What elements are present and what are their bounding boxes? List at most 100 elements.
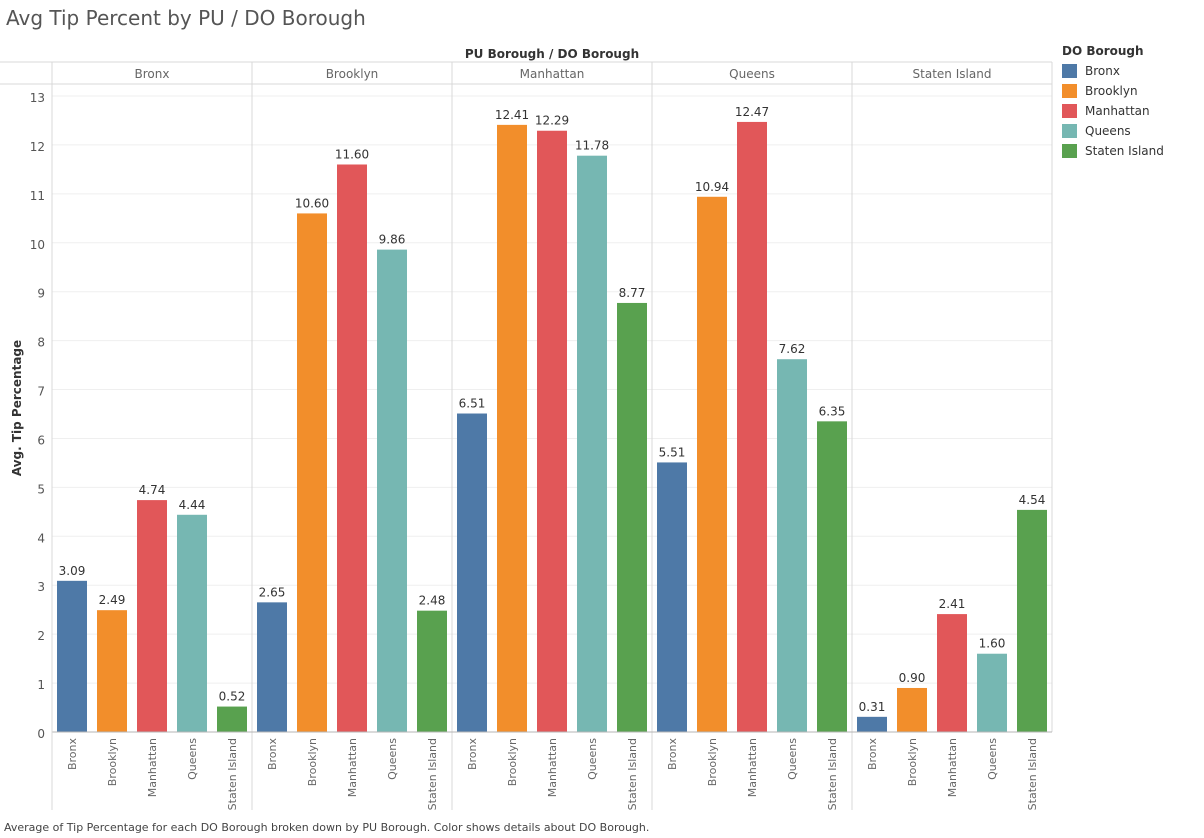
x-tick-label: Brooklyn <box>906 738 919 786</box>
bar-queens-queens <box>777 359 807 732</box>
x-tick-label: Manhattan <box>946 738 959 797</box>
bar-bronx-brooklyn <box>97 610 127 732</box>
x-tick-label: Bronx <box>866 738 879 771</box>
x-tick-label: Manhattan <box>146 738 159 797</box>
bar-queens-staten-island <box>817 421 847 732</box>
y-tick-label: 2 <box>37 629 45 643</box>
panel-header-queens: Queens <box>729 67 775 81</box>
x-tick-label: Manhattan <box>346 738 359 797</box>
y-tick-label: 6 <box>37 433 45 447</box>
legend-label: Bronx <box>1085 64 1120 78</box>
data-label: 4.74 <box>139 483 166 497</box>
y-tick-label: 5 <box>37 482 45 496</box>
y-tick-label: 0 <box>37 727 45 741</box>
legend-swatch-manhattan <box>1062 104 1077 118</box>
bar-staten-island-bronx <box>857 716 887 732</box>
x-tick-label: Bronx <box>266 738 279 771</box>
data-label: 5.51 <box>659 445 686 459</box>
data-label: 12.47 <box>735 105 769 119</box>
y-tick-label: 13 <box>30 91 45 105</box>
x-tick-label: Brooklyn <box>706 738 719 786</box>
x-tick-label: Staten Island <box>626 738 639 810</box>
x-tick-label: Brooklyn <box>306 738 319 786</box>
bar-brooklyn-staten-island <box>417 610 447 732</box>
data-label: 10.94 <box>695 180 729 194</box>
data-label: 0.31 <box>859 700 886 714</box>
bar-queens-bronx <box>657 462 687 732</box>
x-tick-label: Staten Island <box>226 738 239 810</box>
bar-queens-manhattan <box>737 121 767 733</box>
bar-manhattan-staten-island <box>617 302 647 732</box>
legend-item-bronx[interactable]: Bronx <box>1062 61 1200 81</box>
legend-item-manhattan[interactable]: Manhattan <box>1062 101 1200 121</box>
x-tick-label: Queens <box>386 738 399 780</box>
legend-label: Staten Island <box>1085 144 1164 158</box>
data-label: 0.90 <box>899 671 926 685</box>
bar-bronx-queens <box>177 514 207 732</box>
data-label: 11.60 <box>335 147 369 161</box>
bar-staten-island-brooklyn <box>897 687 927 732</box>
x-tick-label: Bronx <box>666 738 679 771</box>
bar-bronx-staten-island <box>217 706 247 732</box>
x-tick-label: Brooklyn <box>106 738 119 786</box>
y-tick-label: 8 <box>37 336 45 350</box>
legend-item-brooklyn[interactable]: Brooklyn <box>1062 81 1200 101</box>
y-tick-label: 3 <box>37 580 45 594</box>
bar-brooklyn-manhattan <box>337 164 367 732</box>
x-tick-label: Bronx <box>466 738 479 771</box>
bar-manhattan-bronx <box>457 413 487 732</box>
x-tick-label: Queens <box>186 738 199 780</box>
bar-staten-island-manhattan <box>937 614 967 732</box>
y-tick-label: 11 <box>30 189 45 203</box>
bar-manhattan-brooklyn <box>497 124 527 732</box>
legend-label: Brooklyn <box>1085 84 1138 98</box>
panel-header-manhattan: Manhattan <box>520 67 585 81</box>
y-tick-label: 7 <box>37 385 45 399</box>
bar-brooklyn-bronx <box>257 602 287 732</box>
column-header: PU Borough / DO Borough <box>465 47 639 61</box>
x-tick-label: Staten Island <box>426 738 439 810</box>
y-tick-label: 9 <box>37 287 45 301</box>
legend: DO Borough Bronx Brooklyn Manhattan Quee… <box>1062 44 1200 161</box>
data-label: 9.86 <box>379 233 406 247</box>
page-title: Avg Tip Percent by PU / DO Borough <box>6 6 366 30</box>
y-axis-title: Avg. Tip Percentage <box>10 340 24 476</box>
x-tick-label: Staten Island <box>1026 738 1039 810</box>
y-tick-label: 4 <box>37 531 45 545</box>
bar-brooklyn-brooklyn <box>297 213 327 732</box>
x-tick-label: Staten Island <box>826 738 839 810</box>
bar-bronx-bronx <box>57 580 87 732</box>
x-tick-label: Manhattan <box>546 738 559 797</box>
legend-item-staten-island[interactable]: Staten Island <box>1062 141 1200 161</box>
y-tick-label: 12 <box>30 140 45 154</box>
data-label: 2.49 <box>99 593 126 607</box>
bar-manhattan-queens <box>577 155 607 732</box>
data-label: 4.54 <box>1019 493 1046 507</box>
x-tick-label: Bronx <box>66 738 79 771</box>
data-label: 6.51 <box>459 397 486 411</box>
bar-staten-island-staten-island <box>1017 509 1047 732</box>
legend-title: DO Borough <box>1062 44 1144 58</box>
legend-item-queens[interactable]: Queens <box>1062 121 1200 141</box>
x-tick-label: Queens <box>786 738 799 780</box>
legend-swatch-queens <box>1062 124 1077 138</box>
data-label: 7.62 <box>779 342 806 356</box>
panel-header-bronx: Bronx <box>135 67 170 81</box>
data-label: 12.41 <box>495 108 529 122</box>
bar-staten-island-queens <box>977 653 1007 732</box>
data-label: 2.65 <box>259 585 286 599</box>
data-label: 8.77 <box>619 286 646 300</box>
x-tick-label: Queens <box>986 738 999 780</box>
y-tick-label: 1 <box>37 678 45 692</box>
bar-queens-brooklyn <box>697 196 727 732</box>
x-tick-label: Brooklyn <box>506 738 519 786</box>
x-tick-label: Manhattan <box>746 738 759 797</box>
panel-header-brooklyn: Brooklyn <box>326 67 379 81</box>
data-label: 0.52 <box>219 690 246 704</box>
bar-brooklyn-queens <box>377 249 407 732</box>
bar-bronx-manhattan <box>137 500 167 732</box>
data-label: 2.41 <box>939 597 966 611</box>
data-label: 12.29 <box>535 114 569 128</box>
footer-caption: Average of Tip Percentage for each DO Bo… <box>4 821 650 834</box>
data-label: 2.48 <box>419 594 446 608</box>
